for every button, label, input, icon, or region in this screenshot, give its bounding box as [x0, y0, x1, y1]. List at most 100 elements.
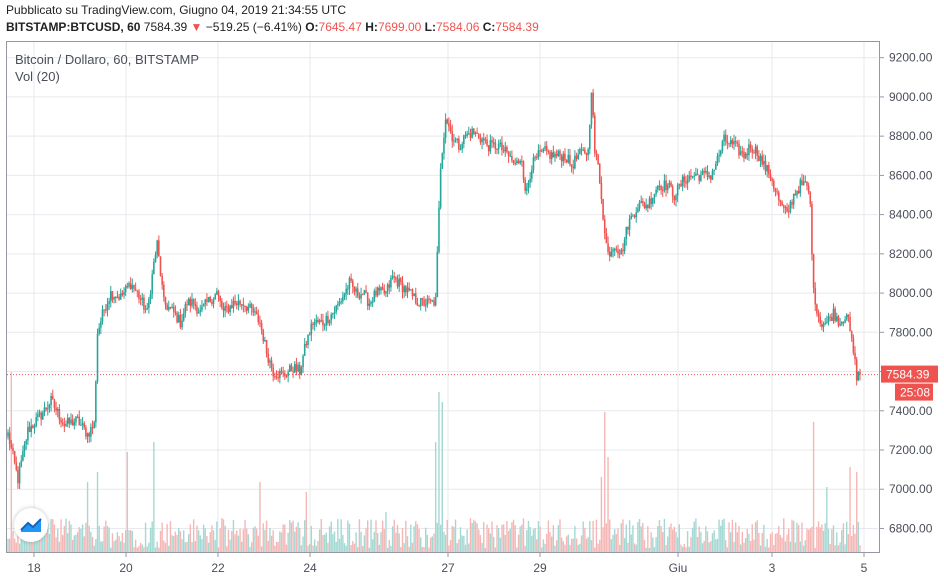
candle-up [582, 147, 584, 152]
volume-bar [448, 545, 450, 552]
volume-bar [725, 540, 727, 552]
candle-body [252, 308, 255, 313]
candle-body [585, 153, 588, 156]
candle-body [222, 307, 225, 311]
candle-up [98, 323, 100, 336]
candle-body [774, 188, 777, 192]
candle-up [824, 317, 826, 326]
candle-body [242, 304, 245, 306]
candle-body [38, 412, 41, 415]
candle-body [630, 215, 633, 219]
volume-bar [673, 526, 676, 552]
candle-body [88, 433, 91, 437]
volume-bar [640, 526, 642, 552]
candle-body [708, 175, 710, 178]
candle-up [95, 380, 97, 428]
volume-bar [562, 541, 564, 552]
candle-up [376, 286, 379, 298]
volume-bar [809, 528, 811, 552]
candle-body [451, 131, 454, 142]
candle-up [23, 441, 26, 458]
candle-up [409, 289, 412, 291]
candle-up [504, 141, 507, 157]
candle-down [665, 174, 667, 197]
y-tick-label: 7000.00 [889, 482, 933, 496]
candle-body [608, 251, 611, 257]
candle-down [15, 456, 18, 472]
volume-bar [244, 519, 246, 552]
volume-bar [662, 532, 664, 552]
candle-body [262, 330, 265, 342]
candle-body [859, 371, 861, 375]
volume-bar [280, 532, 283, 552]
volume-bar [133, 546, 135, 552]
candle-body [852, 337, 855, 353]
volume-bar [589, 521, 591, 552]
volume-bar [250, 542, 253, 552]
y-tick-label: 9000.00 [889, 90, 933, 104]
x-tick-label: Giu [669, 561, 688, 575]
volume-bar [650, 532, 652, 552]
candle-body [464, 135, 467, 137]
volume-bar [721, 519, 724, 552]
candle-down [114, 296, 117, 304]
volume-bar [597, 543, 599, 552]
candle-up [537, 144, 540, 160]
candle-body [109, 291, 112, 302]
volume-bar [305, 492, 308, 552]
candle-down [812, 253, 815, 294]
volume-bar [292, 520, 294, 552]
candle-up [330, 312, 333, 326]
candle-up [663, 174, 666, 193]
candle-body [613, 248, 616, 250]
candle-up [297, 362, 299, 373]
candle-body [55, 407, 57, 411]
candle-body [439, 168, 442, 208]
volume-bar [100, 541, 102, 552]
volume-bar [13, 538, 16, 552]
candle-body [409, 289, 412, 291]
volume-bar [320, 518, 322, 552]
volume-bar [554, 545, 556, 552]
candle-up [119, 288, 122, 300]
candle-body [424, 304, 427, 306]
candle-up [613, 247, 616, 257]
candle-body [570, 164, 573, 167]
candle-down [179, 308, 182, 330]
candle-up [50, 392, 52, 412]
candle-body [666, 184, 669, 191]
candle-down [365, 285, 367, 294]
candle-body [777, 192, 780, 201]
volume-bar [136, 547, 138, 552]
candle-down [728, 142, 730, 148]
candle-up [20, 455, 23, 468]
candle-body [782, 205, 785, 208]
candle-up [700, 170, 702, 183]
candle-body [479, 138, 482, 143]
candle-body [300, 367, 303, 375]
last-price-tag [881, 365, 938, 383]
candle-up [191, 292, 193, 309]
candle-body [550, 152, 553, 160]
candle-body [20, 460, 23, 467]
candle-body [595, 152, 598, 155]
volume-bar [163, 540, 165, 552]
volume-bar [731, 519, 734, 552]
candle-down [361, 293, 364, 296]
candle-down [758, 150, 760, 162]
candle-up [360, 287, 362, 304]
candle-down [10, 440, 13, 450]
candle-body [119, 293, 122, 300]
candle-body [582, 149, 584, 151]
volume-bar [393, 519, 395, 552]
candle-down [829, 314, 831, 322]
candle-body [50, 396, 52, 405]
candle-body [35, 417, 37, 426]
candle-down [192, 298, 195, 310]
tradingview-logo-icon[interactable] [14, 508, 48, 542]
candle-body [86, 433, 89, 437]
candle-body [244, 305, 246, 307]
volume-bar [695, 518, 697, 552]
volume-bar [514, 525, 516, 552]
